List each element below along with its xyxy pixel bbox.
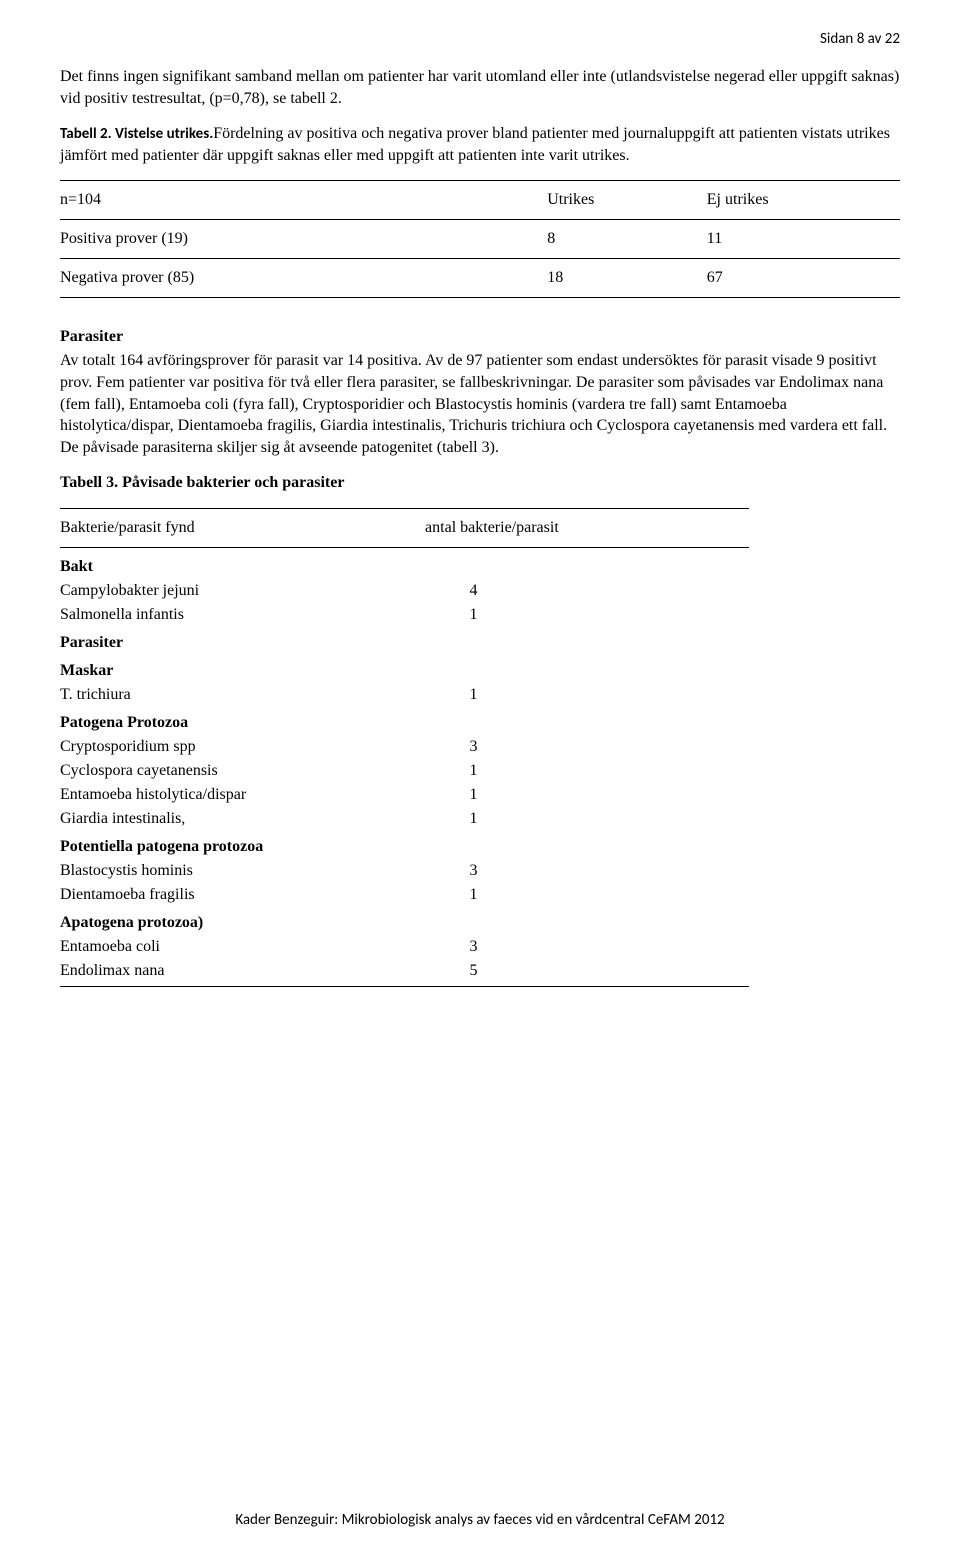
table-row: Campylobakter jejuni4: [60, 582, 606, 600]
table-row: Positiva prover (19) 8 11: [60, 230, 900, 248]
table3-item-name: Salmonella infantis: [60, 606, 470, 624]
table2-row0-ej: 11: [707, 230, 900, 248]
table3-item-name: Campylobakter jejuni: [60, 582, 470, 600]
table3-rule-top: [60, 508, 749, 509]
table3-item-count: 1: [470, 886, 607, 904]
table2-row0-label: Positiva prover (19): [60, 230, 547, 248]
table3-item-count: 3: [470, 862, 607, 880]
table2-row0-utrikes: 8: [547, 230, 707, 248]
intro-paragraph: Det finns ingen signifikant samband mell…: [60, 66, 900, 109]
table-row: Dientamoeba fragilis1: [60, 886, 606, 904]
table-row: Blastocystis hominis3: [60, 862, 606, 880]
table3-section-head: Apatogena protozoa): [60, 914, 900, 932]
table3-item-count: 3: [470, 738, 607, 756]
table2-rule-top: [60, 180, 900, 181]
table3-item-name: Entamoeba histolytica/dispar: [60, 786, 470, 804]
table3-item-name: Blastocystis hominis: [60, 862, 470, 880]
table2-col-utrikes: Utrikes: [547, 191, 707, 209]
table3-col1: Bakterie/parasit fynd: [60, 519, 425, 537]
table3-item-count: 3: [470, 938, 607, 956]
parasiter-paragraph: Av totalt 164 avföringsprover för parasi…: [60, 350, 900, 458]
table3-item-name: Entamoeba coli: [60, 938, 470, 956]
table3-section-head: Maskar: [60, 662, 900, 680]
table3-item-name: Cryptosporidium spp: [60, 738, 470, 756]
table3-item-count: 1: [470, 762, 607, 780]
table3-item-count: 4: [470, 582, 607, 600]
table2-row1-label: Negativa prover (85): [60, 269, 547, 287]
table-row: Endolimax nana5: [60, 962, 606, 980]
table3-title: Tabell 3. Påvisade bakterier och parasit…: [60, 472, 900, 494]
table2-rule-1: [60, 219, 900, 220]
table2-rule-2: [60, 258, 900, 259]
table2-header-row: n=104 Utrikes Ej utrikes: [60, 191, 900, 209]
page-footer: Kader Benzeguir: Mikrobiologisk analys a…: [0, 1511, 960, 1529]
table3-section-head: Potentiella patogena protozoa: [60, 838, 900, 856]
table3-item-count: 1: [470, 786, 607, 804]
table-row: T. trichiura1: [60, 686, 606, 704]
table3-item-name: T. trichiura: [60, 686, 470, 704]
table2-label: Tabell 2. Vistelse utrikes.: [60, 125, 213, 143]
table3-section-head: Patogena Protozoa: [60, 714, 900, 732]
table-row: Salmonella infantis1: [60, 606, 606, 624]
table-row: Cryptosporidium spp3: [60, 738, 606, 756]
table3-item-count: 1: [470, 606, 607, 624]
table3-item-count: 5: [470, 962, 607, 980]
table-row: Entamoeba coli3: [60, 938, 606, 956]
table2-rule-bottom: [60, 297, 900, 298]
table-row: Negativa prover (85) 18 67: [60, 269, 900, 287]
page-header: Sidan 8 av 22: [60, 30, 900, 48]
table3-rule-mid: [60, 547, 749, 548]
table-row: Entamoeba histolytica/dispar1: [60, 786, 606, 804]
table2-row1-ej: 67: [707, 269, 900, 287]
page: Sidan 8 av 22 Det finns ingen signifikan…: [0, 0, 960, 1547]
table-row: Cyclospora cayetanensis1: [60, 762, 606, 780]
table3-item-count: 1: [470, 810, 607, 828]
table3-col2: antal bakterie/parasit: [425, 519, 749, 537]
table3-item-name: Endolimax nana: [60, 962, 470, 980]
table3-item-name: Dientamoeba fragilis: [60, 886, 470, 904]
table3-item-name: Cyclospora cayetanensis: [60, 762, 470, 780]
parasiter-heading: Parasiter: [60, 328, 900, 346]
table3-body: BaktCampylobakter jejuni4Salmonella infa…: [60, 558, 900, 980]
table2-n: n=104: [60, 191, 547, 209]
table3-item-count: 1: [470, 686, 607, 704]
table-row: Giardia intestinalis,1: [60, 810, 606, 828]
table3-header-row: Bakterie/parasit fynd antal bakterie/par…: [60, 519, 749, 537]
table2-col-ej: Ej utrikes: [707, 191, 900, 209]
table2-row1-utrikes: 18: [547, 269, 707, 287]
table2-caption: Tabell 2. Vistelse utrikes.Fördelning av…: [60, 123, 900, 166]
table3-section-head: Bakt: [60, 558, 900, 576]
table3-section-head: Parasiter: [60, 634, 900, 652]
table3-rule-bottom: [60, 986, 749, 987]
table3-item-name: Giardia intestinalis,: [60, 810, 470, 828]
